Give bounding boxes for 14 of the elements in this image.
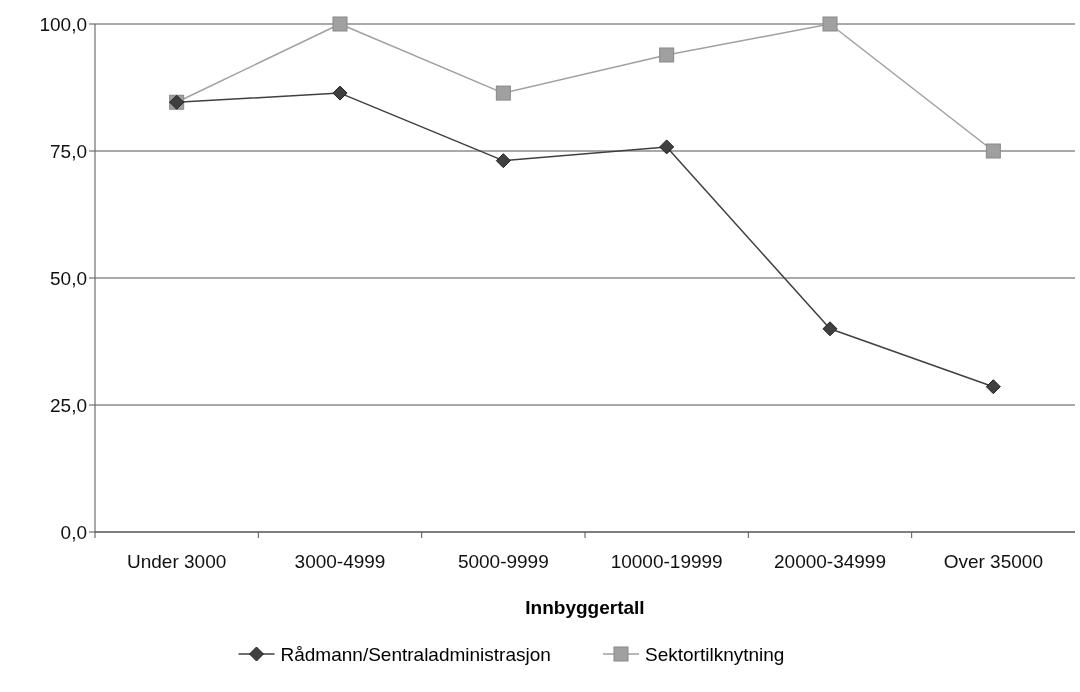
y-tick-label: 0,0 xyxy=(60,521,87,543)
y-tick-label: 25,0 xyxy=(50,394,87,416)
x-axis-title: Innbyggertall xyxy=(525,597,645,618)
x-tick-label: 20000-34999 xyxy=(774,551,886,572)
y-tick-label: 50,0 xyxy=(50,267,87,289)
legend-label: Sektortilknytning xyxy=(645,643,785,665)
y-tick-label: 75,0 xyxy=(50,140,87,162)
x-tick-label: Under 3000 xyxy=(127,551,227,572)
y-tick-label: 100,0 xyxy=(39,13,87,35)
x-tick-label: 10000-19999 xyxy=(610,551,723,572)
x-tick-label: 5000-9999 xyxy=(457,551,549,572)
x-tick-label: Over 35000 xyxy=(943,551,1043,572)
x-tick-label: 3000-4999 xyxy=(294,551,386,572)
legend-label: Rådmann/Sentraladministrasjon xyxy=(280,643,551,665)
